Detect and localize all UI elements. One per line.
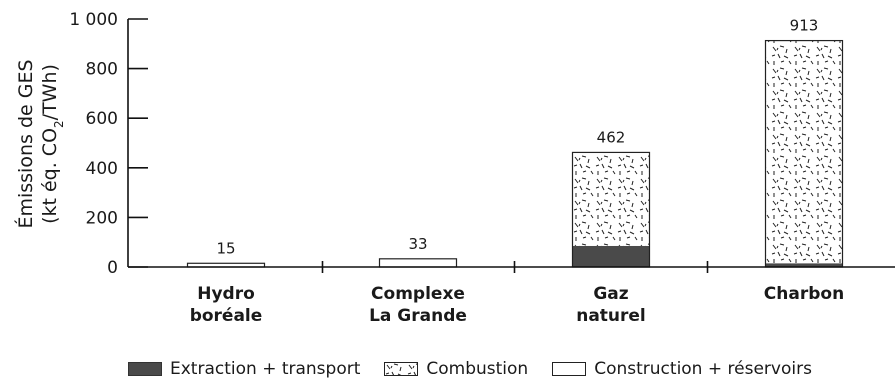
legend: Extraction + transport Combustion Constr… — [128, 358, 812, 380]
y-axis-label: Émissions de GES (kt éq. CO2/TWh) — [14, 59, 66, 228]
bar-segment — [765, 40, 843, 264]
legend-swatch-construction-reservoirs — [552, 362, 587, 376]
x-tick-label: Gaz naturel — [576, 284, 646, 326]
legend-label-extraction-transport: Extraction + transport — [170, 359, 361, 379]
legend-swatch-extraction-transport — [128, 362, 162, 376]
y-axis-ticks: 0 200 400 600 800 1 000 — [69, 10, 148, 278]
bar-segment — [379, 258, 457, 267]
legend-item-construction-reservoirs: Construction + réservoirs — [552, 359, 812, 379]
bar-group: 462 — [571, 128, 651, 268]
y-tick-label: 200 — [86, 208, 118, 228]
bar-segment — [187, 263, 265, 267]
bar-value-label: 15 — [216, 239, 235, 257]
legend-swatch-combustion — [384, 362, 419, 376]
legend-label-construction-reservoirs: Construction + réservoirs — [594, 359, 812, 379]
x-tick-label: Complexe La Grande — [369, 284, 467, 326]
x-tick-label: Hydro boréale — [190, 284, 263, 326]
y-axis-label-line-1: Émissions de GES — [14, 59, 37, 228]
bar-segment — [572, 245, 650, 267]
bar-group: 913 — [764, 17, 844, 268]
y-tick-label: 1 000 — [69, 10, 118, 30]
y-tick-label: 0 — [107, 258, 118, 278]
bar-group: 15 — [186, 239, 266, 268]
bar-value-label: 913 — [790, 17, 819, 35]
legend-item-extraction-transport: Extraction + transport — [128, 359, 360, 379]
legend-label-combustion: Combustion — [426, 359, 529, 379]
legend-item-combustion: Combustion — [384, 359, 528, 379]
x-axis: Hydro boréale Complexe La Grande Gaz naturel C… — [128, 261, 895, 326]
bar-value-label: 33 — [408, 235, 427, 253]
y-tick-label: 600 — [86, 109, 118, 129]
x-tick-label: Charbon — [764, 284, 844, 304]
y-tick-label: 800 — [86, 60, 118, 80]
y-axis-label-line-2: (kt éq. CO2/TWh) — [39, 64, 66, 224]
bar-segment — [765, 263, 843, 267]
bar-group: 33 — [378, 235, 458, 268]
y-tick-label: 400 — [86, 159, 118, 179]
bar-value-label: 462 — [597, 128, 626, 146]
bar-segment — [572, 152, 650, 246]
bars: 15 33 462 913 — [186, 17, 844, 268]
